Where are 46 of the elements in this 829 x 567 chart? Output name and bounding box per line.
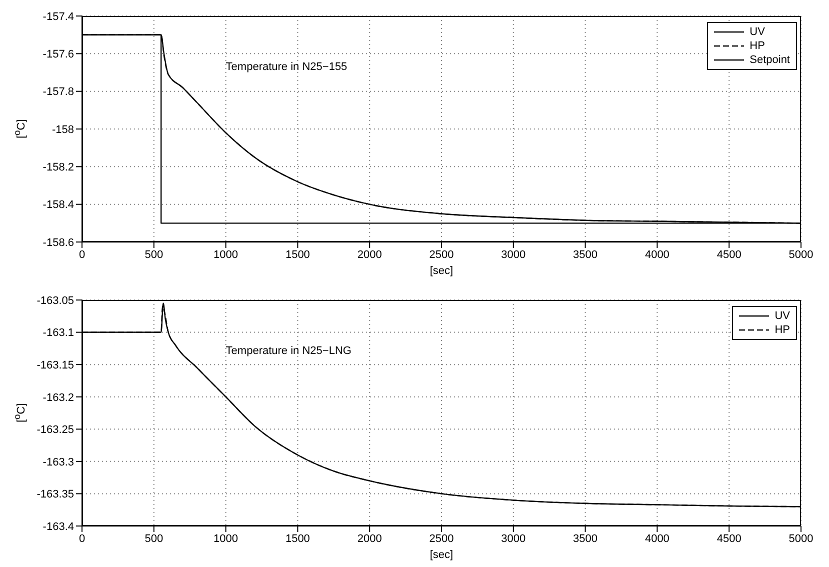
x-tick-label: 4500: [716, 532, 742, 545]
y-tick-label: -157.8: [42, 86, 74, 98]
y-tick-label: -163.1: [42, 327, 74, 340]
x-tick-label: 1500: [285, 248, 310, 261]
annotation: Temperature in N25−155: [226, 61, 348, 74]
x-axis-title: [sec]: [430, 549, 454, 561]
x-tick-label: 3500: [573, 532, 598, 545]
legend-label: UV: [750, 25, 765, 39]
y-tick-label: -163.25: [36, 424, 74, 436]
x-tick-label: 5000: [788, 532, 814, 545]
y-tick-label: -158.6: [42, 236, 74, 249]
x-tick-label: 2500: [429, 248, 454, 261]
legend-label: HP: [750, 39, 765, 53]
x-tick-label: 4000: [644, 532, 670, 545]
annotation: Temperature in N25−LNG: [226, 345, 352, 358]
x-tick-label: 0: [78, 248, 86, 261]
legend-label: HP: [774, 323, 790, 337]
x-tick-label: 1000: [214, 248, 238, 261]
y-tick-label: -163.3: [42, 456, 74, 468]
legend-label: Setpoint: [750, 53, 790, 67]
x-tick-label: 500: [144, 532, 164, 545]
y-tick-label: -158.4: [42, 199, 74, 212]
x-tick-label: 0: [78, 532, 86, 545]
x-tick-label: 1000: [214, 532, 238, 545]
y-tick-label: -157.6: [42, 48, 74, 61]
x-axis-title: [sec]: [430, 265, 454, 277]
x-tick-label: 2000: [357, 248, 382, 261]
x-tick-label: 5000: [788, 248, 814, 261]
y-tick-label: -163.2: [42, 392, 74, 404]
y-tick-label: -163.4: [42, 520, 74, 533]
legend-label: UV: [774, 309, 790, 323]
x-tick-label: 3000: [501, 532, 526, 545]
y-tick-label: -157.4: [42, 10, 74, 23]
x-tick-label: 3000: [501, 248, 526, 261]
x-tick-label: 1500: [285, 532, 310, 545]
y-tick-label: -158.2: [42, 162, 74, 174]
y-tick-label: -158: [52, 124, 74, 136]
x-tick-label: 2000: [357, 532, 382, 545]
x-tick-label: 4500: [716, 248, 742, 261]
x-tick-label: 500: [144, 248, 164, 261]
y-tick-label: -163.35: [36, 488, 74, 501]
y-tick-label: -163.05: [36, 294, 74, 307]
x-tick-label: 4000: [644, 248, 670, 261]
y-tick-label: -163.15: [36, 359, 74, 372]
x-tick-label: 3500: [573, 248, 598, 261]
x-tick-label: 2500: [429, 532, 454, 545]
